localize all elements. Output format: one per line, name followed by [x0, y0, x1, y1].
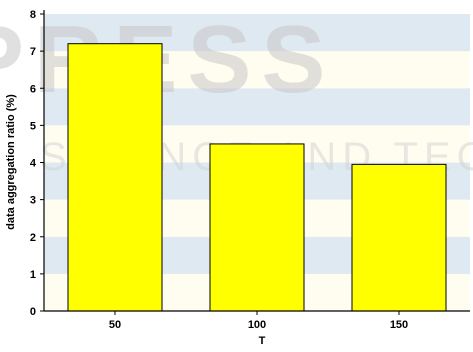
y-tick-label: 2: [30, 232, 36, 244]
x-tick-label: 150: [390, 319, 408, 331]
x-tick-label: 100: [248, 319, 266, 331]
y-tick-label: 8: [30, 9, 36, 21]
x-tick-label: 50: [109, 319, 121, 331]
y-tick-label: 6: [30, 83, 36, 95]
x-ticks: 50 100 150: [109, 311, 408, 331]
watermark-press-text: PRESS: [0, 6, 335, 113]
x-axis-label: T: [259, 335, 266, 347]
y-tick-label: 1: [30, 269, 36, 281]
y-tick-label: 5: [30, 120, 36, 132]
y-tick-label: 3: [30, 195, 36, 207]
bar-50: [68, 44, 162, 311]
y-tick-label: 4: [30, 158, 37, 170]
y-tick-label: 0: [30, 306, 36, 318]
y-tick-label: 7: [30, 46, 36, 58]
bar-150: [352, 164, 446, 311]
y-axis-label: data aggregation ratio (%): [5, 94, 17, 230]
bar-100: [210, 144, 304, 311]
